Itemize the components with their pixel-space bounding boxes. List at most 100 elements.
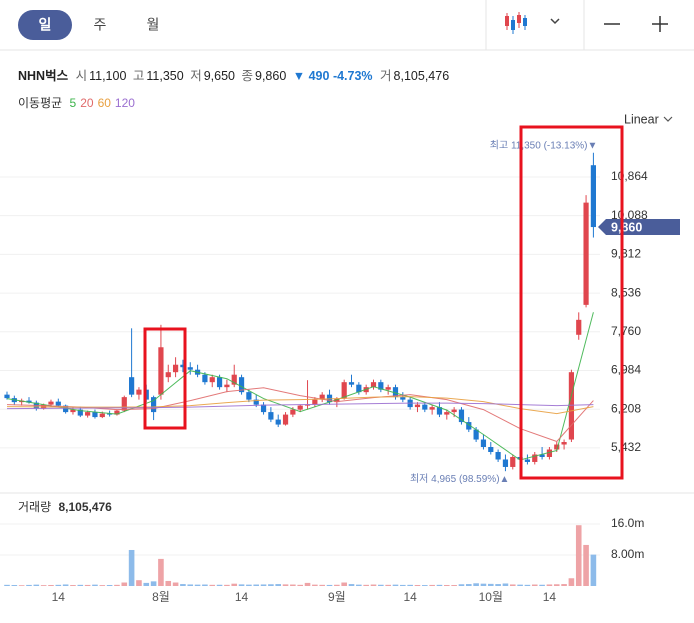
- moving-average-line: [6, 312, 594, 461]
- candle-body: [231, 374, 237, 385]
- price-change: ▼ 490 -4.73%: [293, 69, 373, 83]
- stock-name: NHN벅스: [18, 68, 69, 83]
- volume-bar: [231, 583, 238, 586]
- volume-bar: [172, 582, 179, 586]
- volume-bar: [253, 584, 260, 586]
- high-annotation: 최고 11,350 (-13.13%)▼: [490, 139, 598, 151]
- volume-bar: [55, 584, 62, 586]
- ma-legend-entry: 120: [115, 96, 135, 110]
- volume-bar: [502, 583, 509, 586]
- candle-body: [290, 409, 296, 415]
- candle-body: [253, 399, 259, 405]
- volume-bar: [480, 583, 487, 586]
- x-tick-label: 14: [403, 590, 417, 604]
- candle-body: [590, 165, 596, 228]
- candle-body: [136, 389, 142, 395]
- volume-bar: [260, 584, 267, 586]
- field-value: 11,100: [89, 69, 126, 83]
- volume-bar: [575, 525, 582, 586]
- volume-bar: [18, 585, 25, 586]
- candle-body: [583, 202, 589, 305]
- candle-body: [172, 364, 179, 373]
- volume-bar: [40, 585, 47, 586]
- volume-bar: [128, 549, 135, 586]
- candle-body: [451, 409, 457, 413]
- volume-bar: [407, 584, 413, 586]
- volume-bar: [583, 544, 589, 586]
- candle-body: [488, 447, 494, 452]
- candle-body: [121, 397, 127, 411]
- volume-bar: [370, 584, 377, 586]
- candle-body: [275, 419, 281, 425]
- field-label: 거: [380, 69, 392, 83]
- x-tick-label: 9월: [328, 590, 346, 604]
- volume-bar: [590, 554, 597, 586]
- volume-bar: [114, 584, 120, 586]
- candle-body: [158, 347, 164, 395]
- candle-body: [576, 319, 582, 335]
- candle-body: [378, 382, 384, 390]
- candle-body: [70, 409, 76, 413]
- candle-body: [444, 412, 450, 415]
- low-annotation: 최저 4,965 (98.59%)▲: [410, 473, 509, 485]
- dropdown-chevron[interactable]: [550, 18, 560, 25]
- volume-bar: [297, 584, 303, 586]
- quote-info: NHN벅스 시 11,100 고 11,350 저 9,650 종 9,860 ▼ 49…: [18, 68, 449, 83]
- volume-bar: [465, 584, 472, 586]
- candle-body: [85, 412, 91, 416]
- candle-body: [92, 412, 98, 418]
- candle-body: [524, 459, 531, 462]
- candle-body: [107, 413, 113, 415]
- volume-bar: [539, 584, 545, 586]
- candle-body: [4, 394, 10, 399]
- candle-body: [356, 384, 362, 393]
- candle-body: [312, 399, 318, 405]
- candle-body: [502, 459, 509, 467]
- volume-bar: [224, 584, 230, 586]
- candle-body: [260, 404, 267, 413]
- volume-bar: [451, 585, 457, 586]
- y-tick-label: 7,760: [611, 324, 641, 338]
- volume-bar: [341, 582, 347, 586]
- volume-bar: [290, 584, 296, 586]
- ma-legend-title: 이동평균: [18, 96, 62, 110]
- candle-body: [436, 407, 443, 415]
- volume-bar: [356, 584, 362, 586]
- volume-bar: [553, 584, 560, 586]
- volume-bar: [312, 584, 318, 586]
- volume-bar: [26, 584, 32, 586]
- candle-body: [370, 382, 377, 388]
- volume-bar: [348, 584, 355, 586]
- tab[interactable]: 월: [147, 17, 160, 33]
- volume-bar: [509, 584, 516, 586]
- volume-bar: [363, 584, 369, 586]
- candle-body: [319, 394, 325, 400]
- volume-bar: [378, 584, 384, 586]
- tab[interactable]: 일: [39, 17, 52, 33]
- candle-body: [466, 422, 472, 430]
- candle-body: [348, 382, 355, 385]
- volume-bar: [136, 580, 142, 586]
- scale-toggle[interactable]: Linear: [624, 112, 659, 126]
- volume-title: 거래량 8,105,476: [18, 500, 112, 514]
- candle-body: [532, 454, 538, 462]
- scale-chevron[interactable]: [663, 116, 673, 122]
- tab-active-bg[interactable]: [18, 10, 72, 40]
- candle-body: [334, 398, 340, 403]
- candle-body: [510, 456, 516, 467]
- field-label: 저: [190, 69, 202, 83]
- x-tick-label: 14: [543, 590, 557, 604]
- tab[interactable]: 주: [94, 17, 107, 33]
- candle-body: [341, 382, 347, 399]
- volume-bar: [326, 584, 333, 586]
- volume-bar: [150, 581, 157, 586]
- moving-average-line: [6, 402, 594, 410]
- current-price-label: 9,860: [611, 220, 642, 234]
- volume-bar: [209, 584, 216, 586]
- candle-body: [151, 397, 157, 413]
- volume-bar: [77, 584, 84, 586]
- volume-bar: [524, 584, 531, 586]
- volume-bar: [70, 585, 76, 586]
- chart-type-icon[interactable]: [505, 12, 527, 34]
- volume-bar: [568, 578, 575, 586]
